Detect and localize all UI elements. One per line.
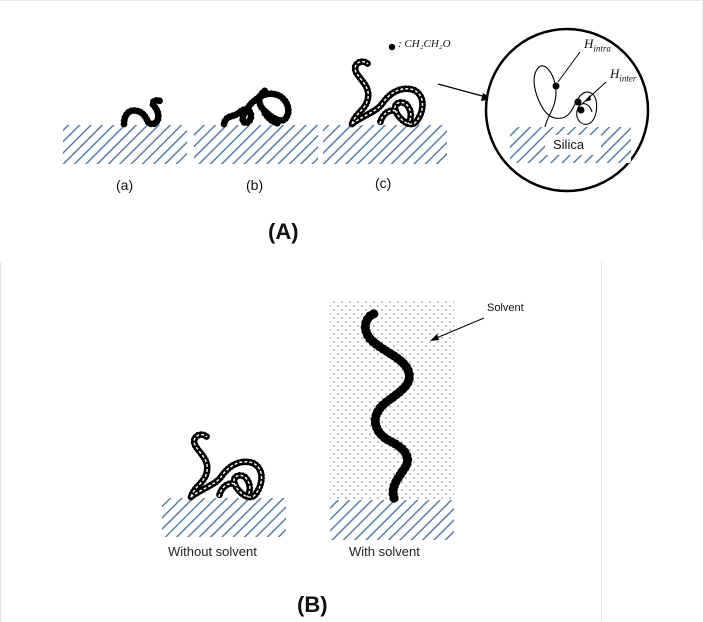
substrate-without-solvent	[162, 498, 286, 537]
inset-silica-label-box	[545, 135, 601, 155]
h-inter-label: Hinter	[610, 66, 637, 84]
sub-label-a: (a)	[116, 177, 134, 193]
silica-label: Silica	[553, 137, 585, 152]
chain-bead	[156, 97, 163, 105]
substrate-c	[323, 125, 447, 164]
solvent-arrow-head	[430, 334, 439, 341]
frame-inner-right-line	[601, 262, 602, 622]
chain-core-line	[190, 433, 263, 498]
h-intra-node	[552, 82, 560, 90]
h-intra-pointer	[557, 51, 581, 83]
frame-top-line	[0, 0, 703, 1]
chain-core-line	[351, 60, 424, 125]
h-inter-node-2	[577, 106, 585, 114]
h-intra-label: Hintra	[584, 36, 611, 54]
polymer-chain-with-solvent	[360, 309, 414, 503]
legend-label: : CH₂CH₂O	[398, 38, 451, 50]
substrate-b	[194, 125, 318, 164]
inset-chain-curve	[533, 65, 598, 128]
chain-bead	[369, 309, 379, 319]
inset-arrow-line	[437, 83, 487, 98]
h-inter-node-1	[574, 98, 582, 106]
sub-label-b: (b)	[246, 177, 264, 193]
sub-label-c: (c)	[375, 175, 392, 191]
h-inter-pointer-head	[584, 95, 591, 102]
substrate-a	[63, 125, 187, 164]
polymer-chain-b	[220, 87, 292, 128]
legend-bead-icon	[388, 43, 396, 51]
polymer-chain-c	[348, 58, 426, 128]
polymer-chain-a	[120, 97, 163, 128]
inset-circle	[484, 27, 650, 193]
caption-without-solvent: Without solvent	[168, 544, 257, 559]
caption-with-solvent: With solvent	[349, 544, 420, 559]
solvent-label: Solvent	[487, 302, 524, 314]
chain-bead	[261, 87, 269, 95]
panel-label-b: (B)	[297, 592, 328, 617]
panel-label-a: (A)	[268, 219, 299, 244]
frame-left-line	[0, 262, 1, 622]
polymer-chain-without-solvent	[187, 431, 265, 501]
solvent-arrow-line	[433, 317, 485, 340]
chain-bead	[273, 119, 281, 127]
substrate-with-solvent	[330, 500, 454, 540]
